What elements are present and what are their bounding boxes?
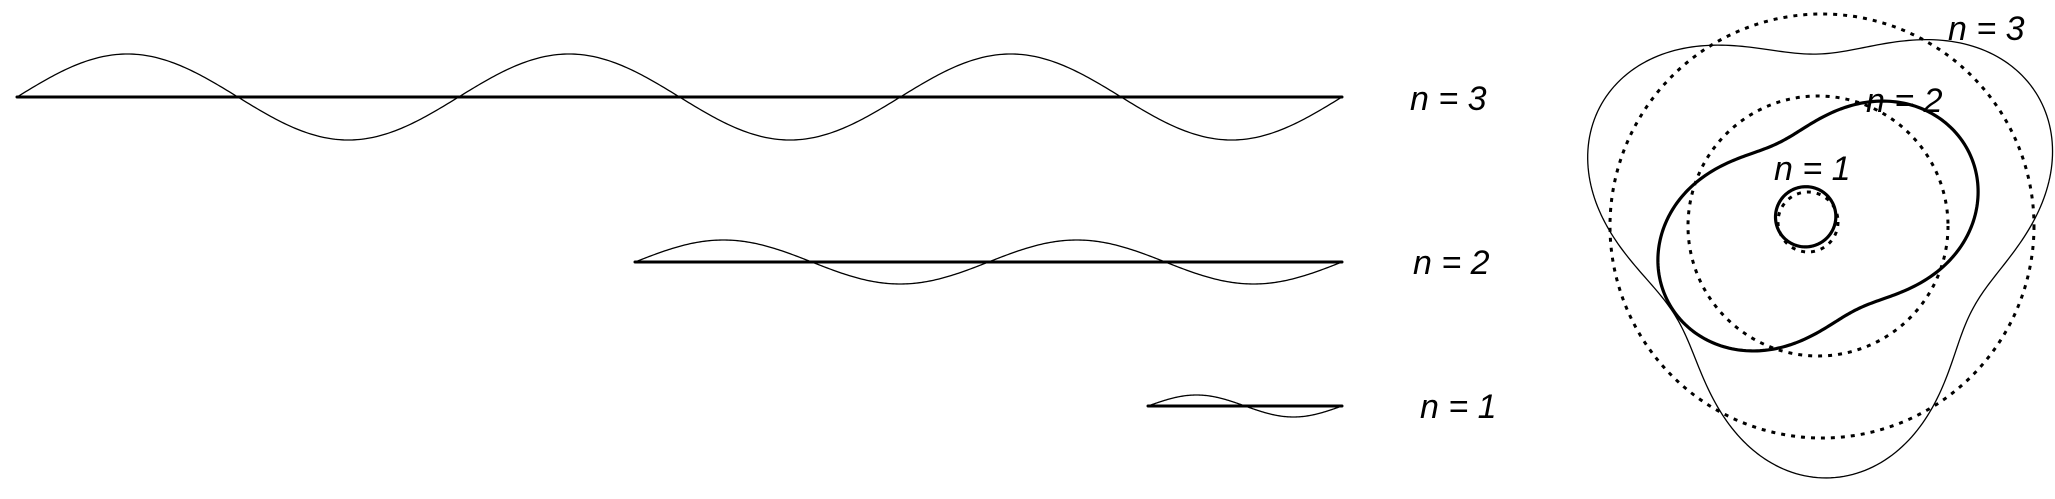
orbit-n3-circle bbox=[1608, 12, 2036, 440]
orbit-n1-wave bbox=[1773, 185, 1838, 249]
orbit-n3-wave bbox=[1587, 38, 2054, 479]
orbit-n2-circle bbox=[1686, 94, 1950, 358]
orbit-n2-wave bbox=[1656, 99, 1980, 353]
orbital-waves-panel: n = 3 n = 2 n = 1 bbox=[1587, 10, 2054, 479]
linear-waves-panel: n = 3 n = 2 n = 1 bbox=[15, 53, 1497, 426]
wave-n3-label: n = 3 bbox=[1410, 80, 1487, 118]
orbit-n3-label: n = 3 bbox=[1948, 10, 2025, 48]
wave-n2-curve bbox=[634, 239, 1343, 285]
orbit-n1-label: n = 1 bbox=[1774, 150, 1851, 188]
wave-n3-curve bbox=[16, 53, 1343, 141]
wave-n1-curve bbox=[1147, 394, 1343, 418]
wave-n1-label: n = 1 bbox=[1420, 388, 1497, 426]
orbit-n1-circle bbox=[1776, 190, 1840, 254]
wave-n2: n = 2 bbox=[633, 239, 1490, 285]
wave-n2-label: n = 2 bbox=[1413, 244, 1490, 282]
wave-n1: n = 1 bbox=[1146, 388, 1497, 426]
orbit-n2-label: n = 2 bbox=[1866, 82, 1943, 120]
wave-n3: n = 3 bbox=[15, 53, 1487, 141]
